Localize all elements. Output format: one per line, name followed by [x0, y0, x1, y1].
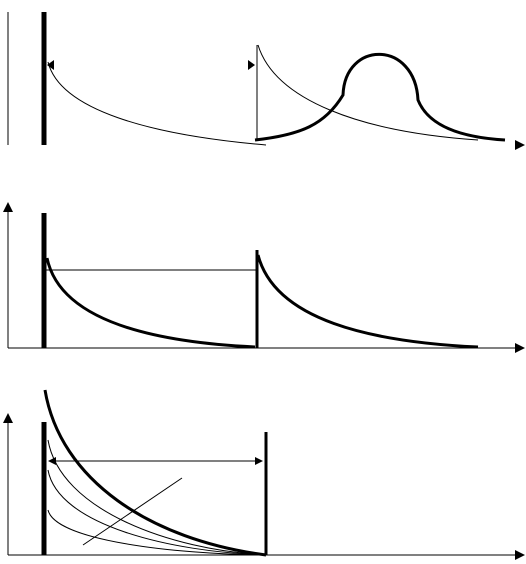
y-axis-arrow — [3, 413, 13, 423]
decay-curve — [47, 469, 267, 556]
arrowhead — [47, 60, 54, 70]
decay-curve — [45, 257, 256, 349]
arrowhead — [255, 457, 263, 465]
peak-curve — [254, 52, 506, 142]
decay-curve — [43, 389, 267, 557]
y-axis-arrow — [3, 202, 13, 212]
panel-1 — [7, 12, 525, 150]
decay-curve — [47, 509, 267, 556]
decay-curve — [47, 61, 267, 146]
arrowhead — [248, 60, 255, 70]
panel-3 — [3, 389, 525, 560]
x-axis-arrow — [515, 343, 525, 353]
decay-curve — [47, 439, 267, 556]
pointer-line — [82, 477, 183, 546]
panel-2 — [3, 202, 525, 353]
decay-curve — [256, 254, 479, 349]
x-axis-arrow — [515, 550, 525, 560]
x-axis-arrow — [515, 140, 525, 150]
